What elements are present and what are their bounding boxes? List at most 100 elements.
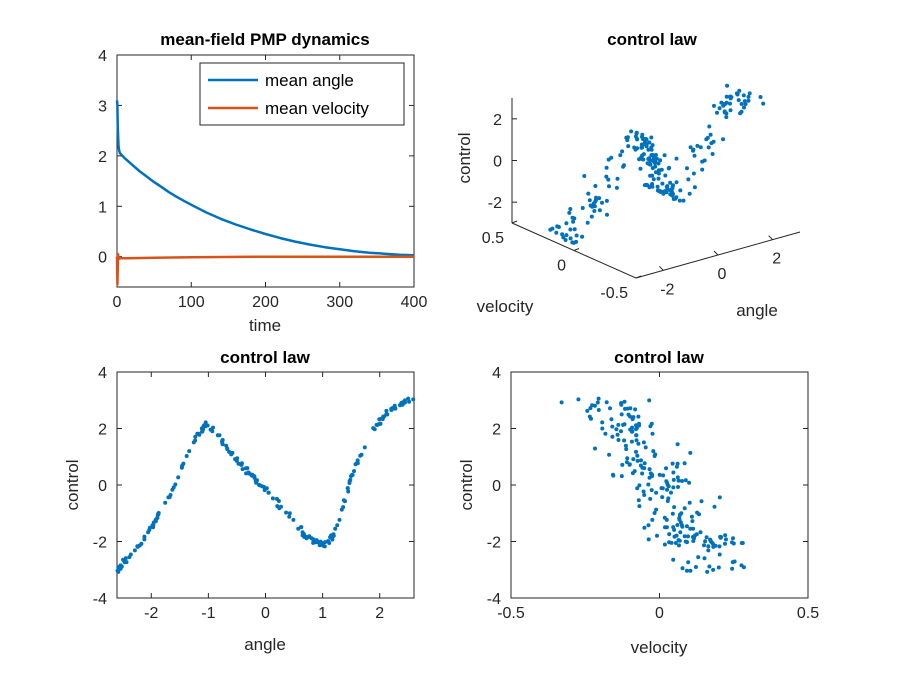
scatter-point xyxy=(667,165,672,170)
scatter-point xyxy=(619,474,624,479)
scatter-point xyxy=(653,153,658,157)
scatter-point xyxy=(672,527,677,532)
scatter-point xyxy=(155,516,160,520)
scatter-point xyxy=(669,490,673,495)
x-tick-label: 400 xyxy=(401,294,428,311)
scatter-point xyxy=(677,512,682,517)
axis-ticks: -2 -1 0 1 2 -4 -2 0 2 4 xyxy=(93,365,414,622)
scatter-point xyxy=(576,397,581,402)
scatter-point xyxy=(673,541,678,545)
x-tick-label: -0.5 xyxy=(497,605,525,622)
scatter-point xyxy=(667,532,672,537)
scatter-point xyxy=(337,517,342,522)
x-tick xyxy=(713,250,719,256)
scatter-point xyxy=(622,399,627,404)
scatter-point xyxy=(636,414,641,419)
x-tick-label: 0.5 xyxy=(797,605,819,622)
scatter-point xyxy=(623,406,627,411)
scatter-point xyxy=(680,566,685,571)
scatter-point xyxy=(681,198,686,203)
scatter-point xyxy=(659,486,664,491)
panel-control-law-3d: control law -2 0 2 -0.5 0 0.5 -2 0 2 control vel… xyxy=(455,30,801,320)
scatter-point xyxy=(723,541,727,546)
scatter-point xyxy=(712,504,717,509)
scatter-point xyxy=(713,543,718,548)
scatter-point xyxy=(708,132,713,137)
scatter-point xyxy=(359,452,364,457)
scatter-point xyxy=(637,483,642,488)
scatter-point xyxy=(614,185,619,190)
scatter-point xyxy=(646,537,651,542)
panel-mean-field-dynamics: 0 100 200 300 400 0 1 2 3 4 mean-field PMP dynami… xyxy=(98,30,427,335)
scatter-point xyxy=(291,517,296,522)
scatter-point xyxy=(712,103,716,108)
scatter-points xyxy=(548,83,766,245)
scatter-point xyxy=(684,524,689,529)
scatter-point xyxy=(607,452,612,457)
scatter-point xyxy=(262,488,267,493)
scatter-point xyxy=(670,511,675,516)
scatter-point xyxy=(699,499,704,504)
scatter-point xyxy=(677,516,682,520)
x-tick xyxy=(768,235,774,241)
x-tick-label: 300 xyxy=(326,294,353,311)
scatter-point xyxy=(634,449,638,454)
scatter-point xyxy=(628,406,633,411)
scatter-point xyxy=(640,153,645,158)
scatter-point xyxy=(683,478,688,483)
scatter-point xyxy=(646,523,651,528)
scatter-point xyxy=(641,157,646,162)
scatter-point xyxy=(656,161,661,166)
scatter-point xyxy=(671,470,676,475)
scatter-point xyxy=(225,446,230,451)
scatter-point xyxy=(589,416,593,421)
y-tick-label: -4 xyxy=(487,591,501,608)
scatter-point xyxy=(260,484,265,489)
y-tick-label: 0 xyxy=(98,250,107,267)
scatter-point xyxy=(564,233,569,238)
scatter-point xyxy=(688,526,693,531)
legend-box xyxy=(199,62,405,126)
scatter-point xyxy=(379,416,384,421)
scatter-point xyxy=(150,524,155,529)
scatter-point xyxy=(669,189,674,194)
scatter-point xyxy=(674,533,679,538)
scatter-point xyxy=(739,102,744,106)
scatter-point xyxy=(580,234,585,239)
scatter-point xyxy=(392,403,397,408)
scatter-point xyxy=(647,398,652,403)
scatter-point xyxy=(653,452,658,457)
scatter-point xyxy=(663,189,668,194)
series-lines xyxy=(115,100,415,286)
scatter-point xyxy=(406,396,411,401)
scatter-point xyxy=(740,541,745,545)
scatter-point xyxy=(634,438,639,443)
scatter-point xyxy=(195,431,200,436)
scatter-point xyxy=(287,514,292,519)
y-tick-label: 4 xyxy=(98,48,107,65)
y-tick-label: 3 xyxy=(98,98,107,115)
legend-entry-mean-angle: mean angle xyxy=(265,71,354,90)
scatter-point xyxy=(587,198,592,203)
scatter-point xyxy=(616,422,621,427)
scatter-point xyxy=(676,485,680,489)
y-tick-label: -2 xyxy=(93,535,107,552)
scatter-point xyxy=(629,129,634,134)
scatter-point xyxy=(696,555,701,560)
scatter-point xyxy=(600,426,605,431)
scatter-point xyxy=(672,505,677,510)
scatter-point xyxy=(721,137,725,142)
scatter-point xyxy=(704,535,709,540)
scatter-point xyxy=(637,504,642,509)
scatter-point xyxy=(692,153,697,158)
scatter-point xyxy=(651,159,656,164)
y-tick-label: 0 xyxy=(492,478,501,495)
scatter-point xyxy=(611,472,615,477)
scatter-point xyxy=(142,534,147,539)
scatter-point xyxy=(123,556,128,561)
chart-title: control law xyxy=(220,348,311,367)
scatter-point xyxy=(634,426,639,431)
scatter-point xyxy=(596,396,601,401)
plot-frame xyxy=(510,371,809,599)
